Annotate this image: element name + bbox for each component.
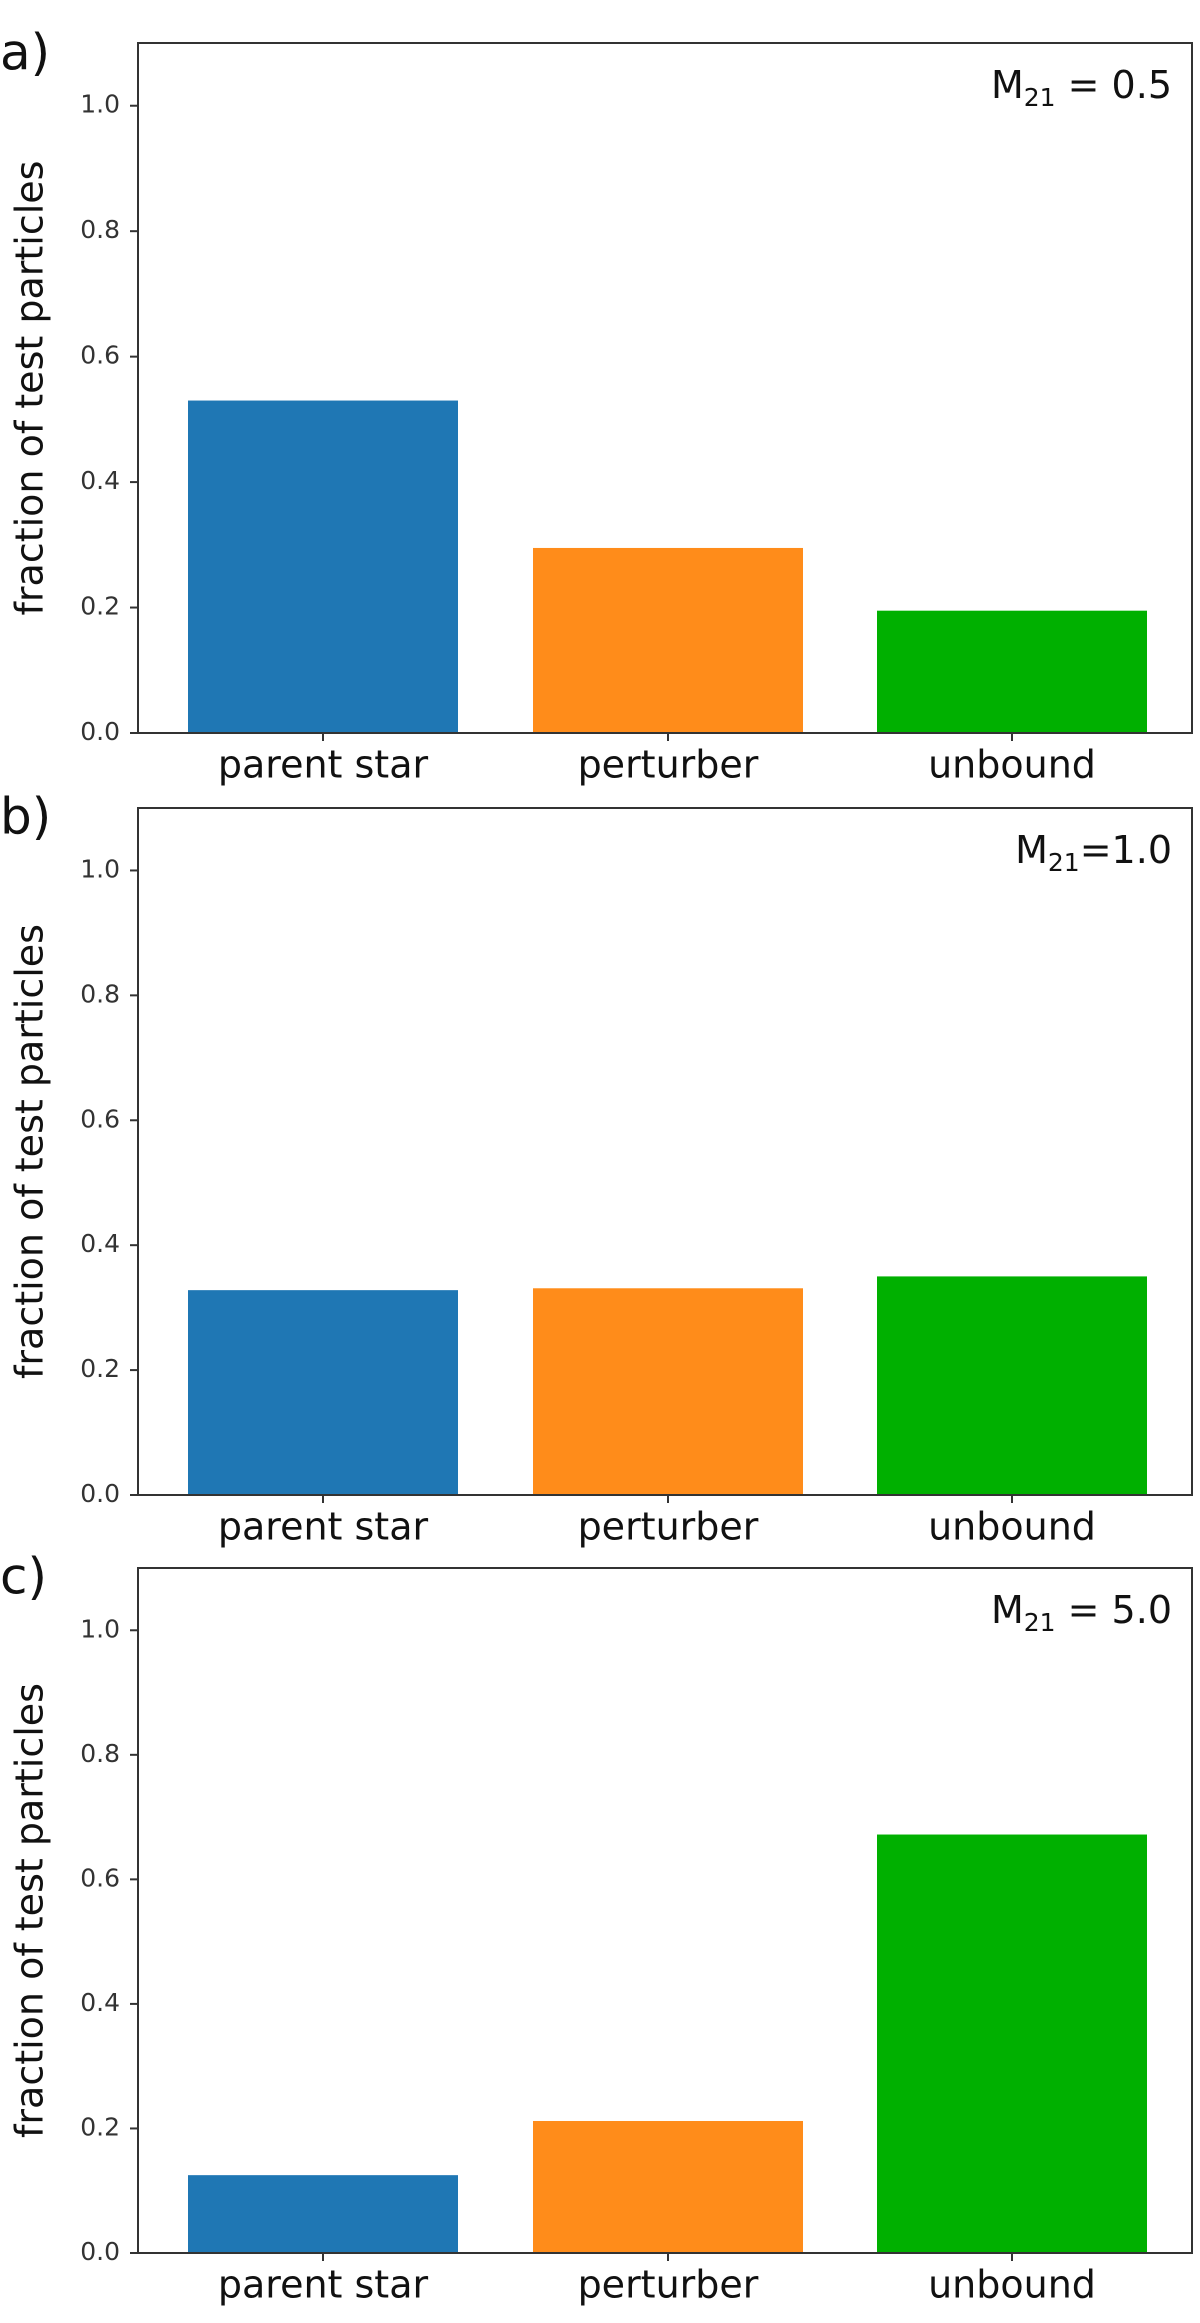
y-tick-label: 0.8 [80, 979, 120, 1008]
bar-unbound [877, 610, 1147, 733]
x-tick-label: unbound [928, 1505, 1096, 1549]
bar-parent-star [188, 1290, 458, 1495]
bar-perturber [533, 2120, 803, 2253]
y-tick-label: 0.2 [80, 1354, 120, 1383]
y-tick-label: 0.2 [80, 592, 120, 621]
y-tick-label: 0.6 [80, 1104, 120, 1133]
y-tick-label: 0.0 [80, 2237, 120, 2266]
y-tick-label: 1.0 [80, 90, 120, 119]
y-tick-label: 0.4 [80, 466, 120, 495]
bar-perturber [533, 1288, 803, 1495]
panel-label: c) [0, 1548, 47, 1606]
x-tick-label: parent star [218, 1505, 429, 1549]
panel-label: b) [0, 788, 51, 846]
panel-label: a) [0, 24, 50, 82]
bar-perturber [533, 547, 803, 733]
bar-unbound [877, 1834, 1147, 2253]
mass-ratio-annotation: M21 = 0.5 [991, 63, 1172, 112]
y-tick-label: 0.8 [80, 215, 120, 244]
y-axis-label: fraction of test particles [8, 161, 52, 616]
mass-ratio-annotation: M21 = 5.0 [991, 1588, 1172, 1637]
x-tick-label: perturber [578, 743, 759, 787]
y-axis-label: fraction of test particles [8, 1683, 52, 2138]
bar-unbound [877, 1276, 1147, 1495]
y-axis-label: fraction of test particles [8, 924, 52, 1379]
x-tick-label: unbound [928, 2263, 1096, 2307]
x-tick-label: perturber [578, 1505, 759, 1549]
y-tick-label: 1.0 [80, 854, 120, 883]
plot-frame [137, 807, 1193, 1496]
bar-parent-star [188, 2175, 458, 2253]
y-tick-label: 0.6 [80, 341, 120, 370]
y-tick-label: 0.0 [80, 717, 120, 746]
chart-panel-2: b) 0.0 0.2 0.4 0.6 0.8 1.0 parent star perturber… [0, 788, 1193, 1549]
y-tick-label: 1.0 [80, 1614, 120, 1643]
chart-panel-3: c) 0.0 0.2 0.4 0.6 0.8 1.0 parent star perturber… [0, 1548, 1193, 2307]
chart-panel-1: a) 0.0 0.2 0.4 0.6 0.8 1.0 parent star perturber… [0, 24, 1193, 787]
x-tick-label: parent star [218, 2263, 429, 2307]
plot-frame [137, 1567, 1193, 2254]
x-tick-label: parent star [218, 743, 429, 787]
bar-parent-star [188, 400, 458, 733]
y-tick-label: 0.6 [80, 1863, 120, 1892]
y-tick-label: 0.4 [80, 1229, 120, 1258]
mass-ratio-annotation: M21=1.0 [1015, 828, 1172, 877]
y-tick-label: 0.4 [80, 1988, 120, 2017]
y-tick-label: 0.0 [80, 1479, 120, 1508]
y-tick-label: 0.8 [80, 1739, 120, 1768]
plot-frame [137, 42, 1193, 734]
x-tick-label: perturber [578, 2263, 759, 2307]
x-tick-label: unbound [928, 743, 1096, 787]
y-tick-label: 0.2 [80, 2112, 120, 2141]
